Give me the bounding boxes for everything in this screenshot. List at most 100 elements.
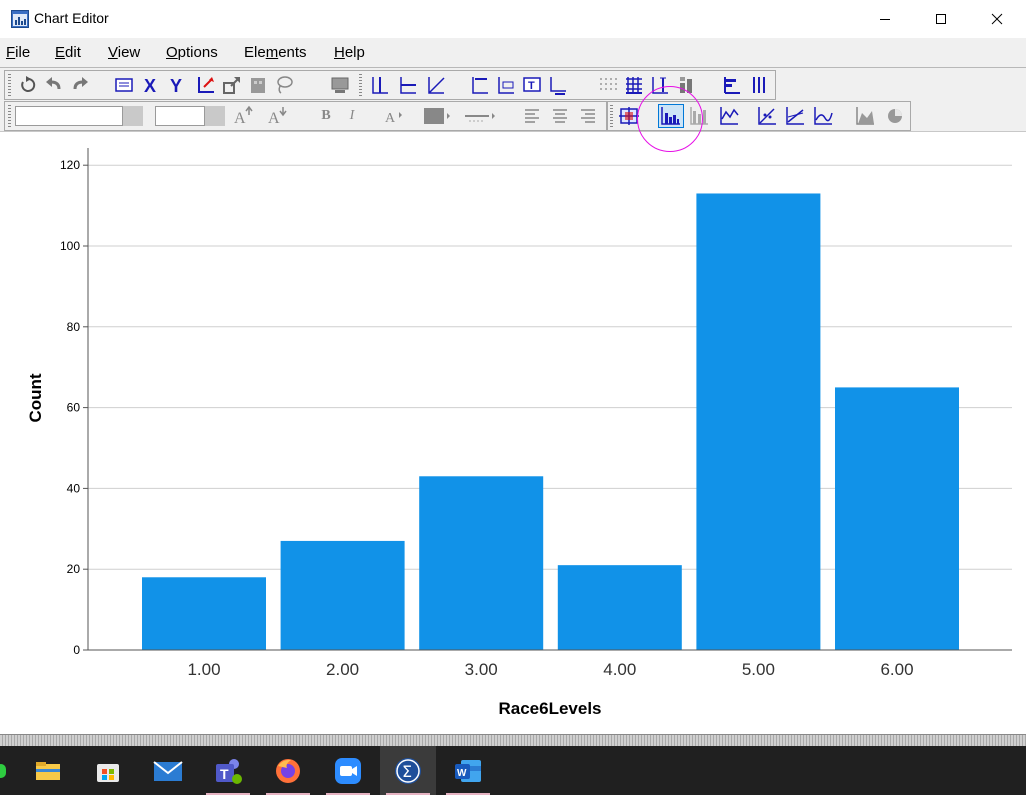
- line-chart-icon[interactable]: [718, 105, 740, 127]
- bars: [142, 193, 959, 651]
- bar-4.00[interactable]: [557, 565, 682, 650]
- svg-text:T: T: [220, 766, 229, 782]
- x-tick-label: 3.00: [465, 660, 498, 679]
- clustered-bar-icon[interactable]: [688, 105, 710, 127]
- increase-font-icon[interactable]: A: [233, 105, 255, 127]
- align-right-icon[interactable]: [577, 105, 599, 127]
- taskbar-app-teams[interactable]: T: [200, 746, 256, 795]
- taskbar-app-spss[interactable]: Σ: [380, 746, 436, 795]
- title-bar: Chart Editor: [0, 0, 1026, 38]
- horizontal-bars-icon[interactable]: [721, 74, 743, 96]
- taskbar: T Σ W: [0, 746, 1026, 795]
- x-axis-icon[interactable]: X: [141, 74, 163, 96]
- minimize-button[interactable]: [857, 0, 913, 38]
- start-edge-icon[interactable]: [0, 764, 6, 778]
- reference-line-y-icon[interactable]: [369, 74, 391, 96]
- bold-button[interactable]: B: [321, 108, 331, 123]
- fit-line-icon[interactable]: [784, 105, 806, 127]
- svg-text:A: A: [234, 110, 246, 127]
- taskbar-app-mail[interactable]: [140, 746, 196, 795]
- font-name-field[interactable]: [15, 106, 123, 126]
- svg-text:W: W: [457, 768, 467, 779]
- data-labels-icon[interactable]: [675, 74, 697, 96]
- grid-dots-icon[interactable]: [597, 74, 619, 96]
- svg-text:A: A: [268, 110, 280, 127]
- border-style-icon[interactable]: [463, 105, 499, 127]
- display-icon[interactable]: [329, 74, 351, 96]
- taskbar-app-file-explorer[interactable]: [20, 746, 76, 795]
- menu-help[interactable]: Help: [334, 44, 365, 61]
- svg-text:X: X: [144, 76, 156, 96]
- menu-edit[interactable]: Edit: [55, 44, 81, 61]
- font-name-dropdown[interactable]: [123, 106, 143, 126]
- title-icon[interactable]: [469, 74, 491, 96]
- align-center-icon[interactable]: [549, 105, 571, 127]
- decrease-font-icon[interactable]: A: [267, 105, 289, 127]
- forward-arrow-icon[interactable]: [69, 74, 91, 96]
- y-axis-icon[interactable]: Y: [167, 74, 189, 96]
- properties-icon[interactable]: [113, 74, 135, 96]
- font-size-dropdown[interactable]: [205, 106, 225, 126]
- annotation-icon[interactable]: [495, 74, 517, 96]
- close-icon: [991, 13, 1003, 25]
- bar-chart[interactable]: 0 20 40 60 80 100 120 1.00 2.00 3.00 4.00 5.00 6.00…: [0, 132, 1026, 735]
- y-tick-label: 120: [60, 158, 80, 172]
- fill-color-icon[interactable]: [423, 105, 453, 127]
- building-icon[interactable]: [247, 74, 269, 96]
- chart-panel[interactable]: 0 20 40 60 80 100 120 1.00 2.00 3.00 4.00 5.00 6.00…: [0, 131, 1026, 735]
- bar-6.00[interactable]: [835, 387, 959, 650]
- align-left-icon[interactable]: [521, 105, 543, 127]
- taskbar-app-firefox[interactable]: [260, 746, 316, 795]
- x-axis-label[interactable]: Race6Levels: [498, 699, 601, 718]
- text-color-icon[interactable]: A: [383, 105, 405, 127]
- bar-2.00[interactable]: [280, 540, 405, 650]
- window-title: Chart Editor: [34, 10, 109, 26]
- scatter-line-icon[interactable]: [756, 105, 778, 127]
- bar-chart-type-button[interactable]: [658, 104, 684, 128]
- menu-options[interactable]: Options: [166, 44, 218, 61]
- y-axis-label[interactable]: Count: [26, 373, 45, 422]
- y-tick-label: 0: [73, 643, 80, 657]
- text-box-icon[interactable]: T: [521, 74, 543, 96]
- menu-elements[interactable]: Elements: [244, 44, 307, 61]
- bar-5.00[interactable]: [696, 193, 821, 651]
- x-tick-label: 2.00: [326, 660, 359, 679]
- menu-view[interactable]: View: [108, 44, 141, 61]
- sigma-icon: Σ: [395, 757, 421, 784]
- reference-line-x-icon[interactable]: [397, 74, 419, 96]
- menu-file[interactable]: File: [6, 44, 31, 61]
- svg-text:A: A: [385, 111, 396, 126]
- toolbar-grip[interactable]: [359, 74, 362, 96]
- x-axis-ticks: 1.00 2.00 3.00 4.00 5.00 6.00: [187, 660, 913, 679]
- select-chart-icon[interactable]: [618, 105, 640, 127]
- taskbar-app-word[interactable]: W: [440, 746, 496, 795]
- toolbar-grip[interactable]: [8, 74, 11, 96]
- lasso-icon[interactable]: [273, 74, 295, 96]
- undo-icon[interactable]: [17, 74, 39, 96]
- interpolation-line-icon[interactable]: [812, 105, 834, 127]
- transpose-icon[interactable]: [221, 74, 243, 96]
- pie-chart-icon[interactable]: [884, 105, 906, 127]
- reference-line-equation-icon[interactable]: [425, 74, 447, 96]
- taskbar-indicator: [446, 793, 490, 795]
- toolbar-row-2-chart-types: [607, 101, 911, 131]
- bar-3.00[interactable]: [419, 476, 544, 650]
- vertical-lines-icon[interactable]: [749, 74, 771, 96]
- area-chart-icon[interactable]: [854, 105, 876, 127]
- font-size-field[interactable]: [155, 106, 205, 126]
- italic-button[interactable]: I: [349, 108, 355, 123]
- taskbar-app-store[interactable]: [80, 746, 136, 795]
- bar-1.00[interactable]: [142, 577, 266, 650]
- rescale-axis-icon[interactable]: [195, 74, 217, 96]
- error-bars-icon[interactable]: [649, 74, 671, 96]
- toolbar-grip[interactable]: [8, 105, 11, 127]
- grid-lines-icon[interactable]: [623, 74, 645, 96]
- close-button[interactable]: [969, 0, 1025, 38]
- maximize-button[interactable]: [913, 0, 969, 38]
- x-tick-label: 4.00: [603, 660, 636, 679]
- footnote-icon[interactable]: [547, 74, 569, 96]
- back-arrow-icon[interactable]: [43, 74, 65, 96]
- y-tick-label: 20: [67, 562, 81, 576]
- taskbar-app-zoom[interactable]: [320, 746, 376, 795]
- toolbar-grip[interactable]: [610, 105, 613, 127]
